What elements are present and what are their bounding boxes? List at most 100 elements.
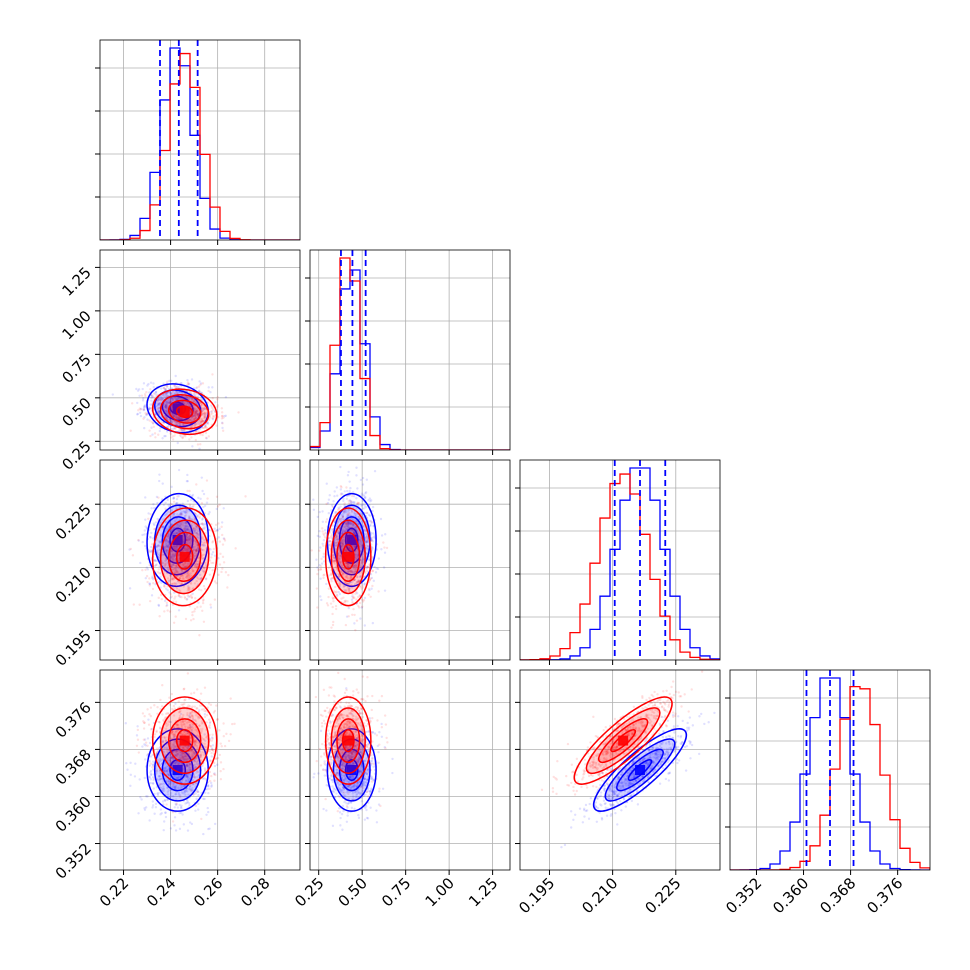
axes-0-0 bbox=[95, 39, 301, 245]
peak-blue bbox=[635, 765, 645, 775]
axes-1-1 bbox=[305, 249, 511, 455]
panel-frame bbox=[519, 669, 721, 871]
x-tick-label-0-1: 0.24 bbox=[143, 874, 179, 910]
grid bbox=[100, 250, 300, 450]
histogram-red-1 bbox=[310, 257, 510, 450]
panel-3-0 bbox=[100, 670, 300, 870]
contour-red-0 bbox=[324, 696, 372, 785]
peak-red bbox=[343, 735, 354, 746]
panel-frame bbox=[309, 459, 511, 661]
axes-3-1: 0.25 0.50 0.75 1.00 1.25 bbox=[291, 669, 511, 910]
panel-frame bbox=[99, 459, 301, 661]
peak-red bbox=[179, 551, 190, 562]
contours-red bbox=[151, 507, 218, 607]
panel-2-1 bbox=[310, 460, 510, 660]
panel-2-0 bbox=[100, 460, 300, 660]
panel-1-0 bbox=[100, 250, 300, 450]
contour-red-0 bbox=[324, 507, 372, 607]
y-tick-label-1-1: 0.50 bbox=[58, 394, 94, 430]
y-tick-label-3-0: 0.352 bbox=[52, 840, 95, 883]
scatter-red bbox=[129, 479, 247, 637]
x-tick-label-3-2: 0.368 bbox=[816, 874, 859, 917]
x-tick-label-3-1: 0.360 bbox=[769, 874, 812, 917]
peak-blue bbox=[346, 765, 357, 775]
grid bbox=[100, 460, 300, 660]
panel-frame bbox=[519, 459, 721, 661]
contour-red-0 bbox=[151, 696, 218, 785]
grid bbox=[520, 460, 720, 660]
x-tick-label-1-0: 0.25 bbox=[291, 874, 327, 910]
contour-red-0 bbox=[573, 696, 673, 785]
y-tick-label-1-4: 1.25 bbox=[58, 263, 94, 299]
histograms-0 bbox=[100, 40, 300, 240]
density-2-0 bbox=[128, 468, 247, 637]
grid bbox=[310, 460, 510, 660]
density-3-2 bbox=[540, 670, 716, 849]
peak-red bbox=[618, 735, 629, 746]
y-tick-label-1-0: 0.25 bbox=[58, 437, 94, 473]
x-tick-label-0-3: 0.28 bbox=[237, 874, 273, 910]
peak-red bbox=[343, 551, 354, 562]
contours-red bbox=[151, 696, 218, 785]
x-tick-label-0-2: 0.26 bbox=[190, 874, 226, 910]
panel-2-2 bbox=[520, 460, 720, 660]
contour-blue-0 bbox=[146, 492, 209, 588]
contours-blue bbox=[326, 728, 377, 812]
peak-blue bbox=[346, 535, 357, 545]
contours-red bbox=[324, 696, 372, 785]
histogram-blue-1 bbox=[310, 269, 510, 450]
x-tick-label-0-0: 0.22 bbox=[96, 874, 132, 910]
panel-frame bbox=[309, 669, 511, 871]
contour-red-0 bbox=[151, 507, 218, 607]
x-tick-label-1-1: 0.50 bbox=[335, 874, 371, 910]
grid bbox=[310, 250, 510, 450]
axes-2-1 bbox=[305, 459, 511, 665]
panel-0-0 bbox=[100, 40, 300, 240]
y-tick-label-2-2: 0.225 bbox=[52, 500, 95, 543]
density-2-1 bbox=[310, 465, 389, 632]
histogram-red-2 bbox=[520, 473, 720, 660]
y-tick-label-3-2: 0.368 bbox=[52, 746, 95, 789]
density-3-1 bbox=[310, 671, 394, 831]
histogram-blue-3 bbox=[730, 677, 930, 870]
panel-frame bbox=[729, 669, 931, 871]
x-tick-label-2-2: 0.225 bbox=[642, 874, 685, 917]
panel-3-1 bbox=[310, 670, 510, 870]
x-tick-label-2-1: 0.210 bbox=[578, 874, 621, 917]
panel-3-3 bbox=[730, 670, 930, 870]
y-tick-label-1-2: 0.75 bbox=[58, 350, 94, 386]
y-tick-label-3-3: 0.376 bbox=[52, 698, 95, 741]
peak-blue bbox=[172, 535, 183, 545]
peak-red bbox=[179, 735, 190, 746]
panel-frame bbox=[99, 39, 301, 241]
x-tick-label-1-2: 0.75 bbox=[378, 874, 414, 910]
contours-red bbox=[151, 388, 218, 436]
x-tick-label-2-0: 0.195 bbox=[515, 874, 558, 917]
histogram-blue-2 bbox=[520, 467, 720, 660]
peak-red bbox=[179, 406, 190, 417]
histograms-3 bbox=[730, 670, 930, 870]
x-tick-label-1-3: 1.00 bbox=[422, 874, 458, 910]
y-tick-label-2-1: 0.210 bbox=[52, 563, 95, 606]
x-tick-label-3-3: 0.376 bbox=[863, 874, 906, 917]
axes-3-3: 0.352 0.360 0.368 0.376 bbox=[722, 669, 931, 917]
axes-1-0: 0.25 0.50 0.75 1.00 1.25 bbox=[58, 249, 301, 474]
panel-frame bbox=[99, 249, 301, 451]
axes-2-2 bbox=[515, 459, 721, 665]
density-3-0 bbox=[124, 672, 236, 836]
grid bbox=[310, 670, 510, 870]
histograms-1 bbox=[310, 250, 510, 450]
contours-blue bbox=[592, 728, 688, 812]
peak-blue bbox=[172, 765, 183, 775]
contours-red bbox=[573, 696, 673, 785]
histogram-red-0 bbox=[100, 52, 300, 240]
panel-frame bbox=[99, 669, 301, 871]
x-tick-label-1-4: 1.25 bbox=[465, 874, 501, 910]
contour-red-0 bbox=[151, 388, 218, 436]
contour-blue-0 bbox=[326, 728, 377, 812]
y-tick-label-2-0: 0.195 bbox=[52, 627, 95, 670]
panel-1-1 bbox=[310, 250, 510, 450]
y-tick-label-1-3: 1.00 bbox=[58, 307, 94, 343]
density-1-0 bbox=[111, 373, 240, 450]
